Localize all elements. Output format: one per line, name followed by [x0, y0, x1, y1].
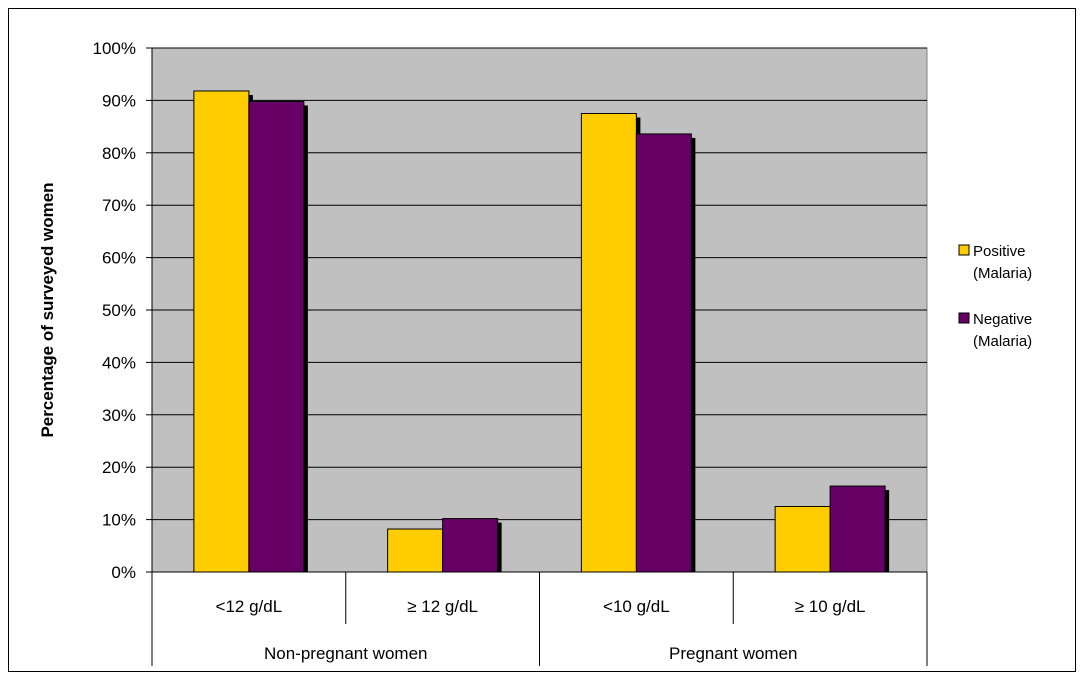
y-tick-label: 70%	[102, 196, 136, 215]
bar-positive	[580, 113, 637, 573]
x-category-label: ≥ 12 g/dL	[407, 597, 478, 616]
legend-label: Negative	[973, 311, 1032, 328]
bar-negative	[248, 100, 305, 573]
x-category-label: ≥ 10 g/dL	[795, 597, 866, 616]
y-tick-label: 0%	[111, 563, 136, 582]
legend-label: (Malaria)	[973, 265, 1032, 282]
bar-positive	[193, 90, 250, 573]
y-axis-title: Percentage of surveyed women	[38, 182, 57, 437]
y-tick-label: 50%	[102, 301, 136, 320]
y-tick-label: 60%	[102, 249, 136, 268]
bar-negative	[635, 133, 692, 573]
x-category-label: <10 g/dL	[603, 597, 670, 616]
bar-negative	[442, 518, 499, 573]
bar-positive	[387, 528, 444, 573]
legend-swatch	[958, 244, 970, 256]
y-tick-label: 30%	[102, 406, 136, 425]
y-tick-label: 100%	[93, 39, 136, 58]
y-tick-label: 90%	[102, 91, 136, 110]
y-tick-label: 80%	[102, 144, 136, 163]
x-group-label: Non-pregnant women	[264, 644, 427, 663]
y-tick-label: 10%	[102, 511, 136, 530]
y-tick-label: 40%	[102, 353, 136, 372]
legend-swatch	[958, 312, 970, 324]
bar-negative	[829, 485, 886, 573]
x-category-label: <12 g/dL	[216, 597, 283, 616]
y-tick-label: 20%	[102, 458, 136, 477]
legend-label: Positive	[973, 243, 1026, 260]
x-group-label: Pregnant women	[669, 644, 798, 663]
bar-positive	[774, 506, 831, 573]
legend-label: (Malaria)	[973, 333, 1032, 350]
